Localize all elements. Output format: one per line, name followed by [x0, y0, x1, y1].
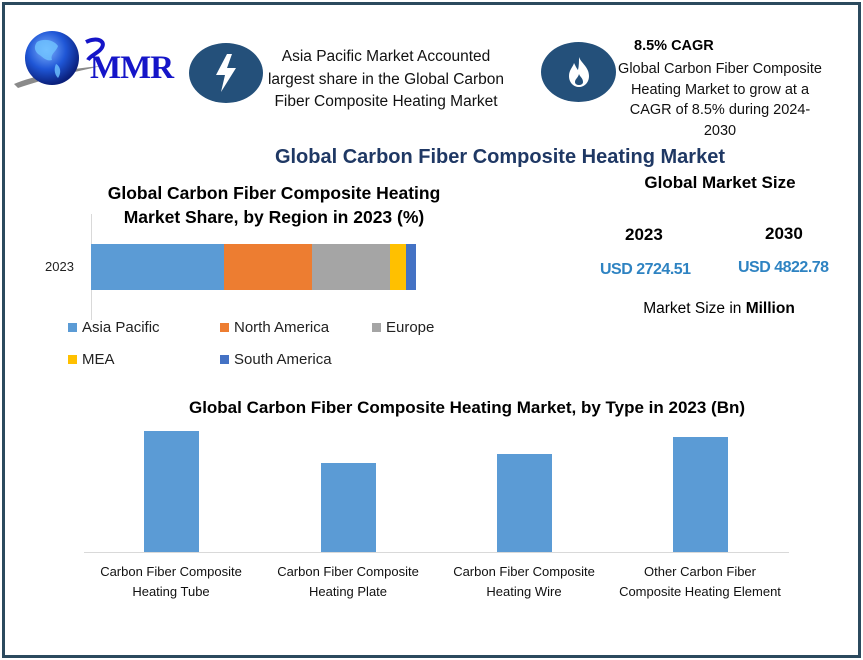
type-chart-title: Global Carbon Fiber Composite Heating Ma… [188, 398, 746, 417]
market-size-year-2030: 2030 [765, 224, 803, 243]
flame-badge [541, 42, 616, 102]
region-share-chart-title: Global Carbon Fiber Composite Heating Ma… [107, 183, 441, 227]
legend-swatch [68, 323, 77, 332]
cagr-title: 8.5% CAGR [634, 38, 714, 54]
market-size-unit-bold: Million [745, 300, 795, 317]
type-bar [144, 431, 199, 552]
bar-segment-north-america [224, 244, 312, 290]
region-stacked-bar [91, 244, 416, 290]
type-category-label: Carbon Fiber Composite Heating Tube [100, 564, 242, 599]
legend-item: North America [220, 319, 329, 336]
type-category-label: Carbon Fiber Composite Heating Plate [277, 564, 419, 599]
mmr-logo: MMR [12, 28, 174, 90]
legend-label: South America [234, 351, 332, 368]
market-size-unit: Market Size in Million [600, 300, 838, 318]
type-bar-chart [84, 430, 789, 553]
type-bar [321, 463, 376, 552]
cagr-callout: Global Carbon Fiber Composite Heating Ma… [618, 61, 822, 139]
globe-icon [14, 31, 105, 88]
page-title: Global Carbon Fiber Composite Heating Ma… [274, 146, 725, 168]
type-chart-baseline [84, 552, 789, 553]
legend-label: Europe [386, 319, 435, 336]
region-chart-category-label: 2023 [45, 259, 74, 274]
asia-pacific-callout: Asia Pacific Market Accounted largest sh… [267, 48, 505, 110]
legend-swatch [220, 323, 229, 332]
market-size-unit-prefix: Market Size in [643, 300, 746, 317]
legend-label: North America [234, 319, 330, 336]
lightning-bolt-badge [189, 43, 263, 103]
legend-label: Asia Pacific [82, 319, 160, 336]
type-category-label: Other Carbon Fiber Composite Heating Elem… [619, 564, 781, 599]
legend-item: MEA [68, 351, 115, 368]
legend-swatch [68, 355, 77, 364]
bar-segment-south-america [406, 244, 416, 290]
type-category-label: Carbon Fiber Composite Heating Wire [453, 564, 595, 599]
legend-swatch [372, 323, 381, 332]
lightning-bolt-icon [216, 54, 236, 92]
bar-segment-mea [390, 244, 407, 290]
legend-swatch [220, 355, 229, 364]
market-size-value-2030: USD 4822.78 [738, 259, 829, 276]
legend-item: Asia Pacific [68, 319, 160, 336]
type-bar [497, 453, 552, 552]
legend-item: Europe [372, 319, 434, 336]
market-size-year-2023: 2023 [625, 225, 663, 244]
market-size-value-2023: USD 2724.51 [600, 261, 691, 278]
legend-item: South America [220, 351, 332, 368]
legend-label: MEA [82, 351, 115, 368]
logo-text: MMR [90, 50, 174, 86]
bar-segment-asia-pacific [91, 244, 225, 290]
flame-icon [568, 57, 589, 87]
bar-segment-europe [312, 244, 390, 290]
market-size-title: Global Market Size [644, 173, 796, 192]
type-bar [673, 437, 728, 552]
